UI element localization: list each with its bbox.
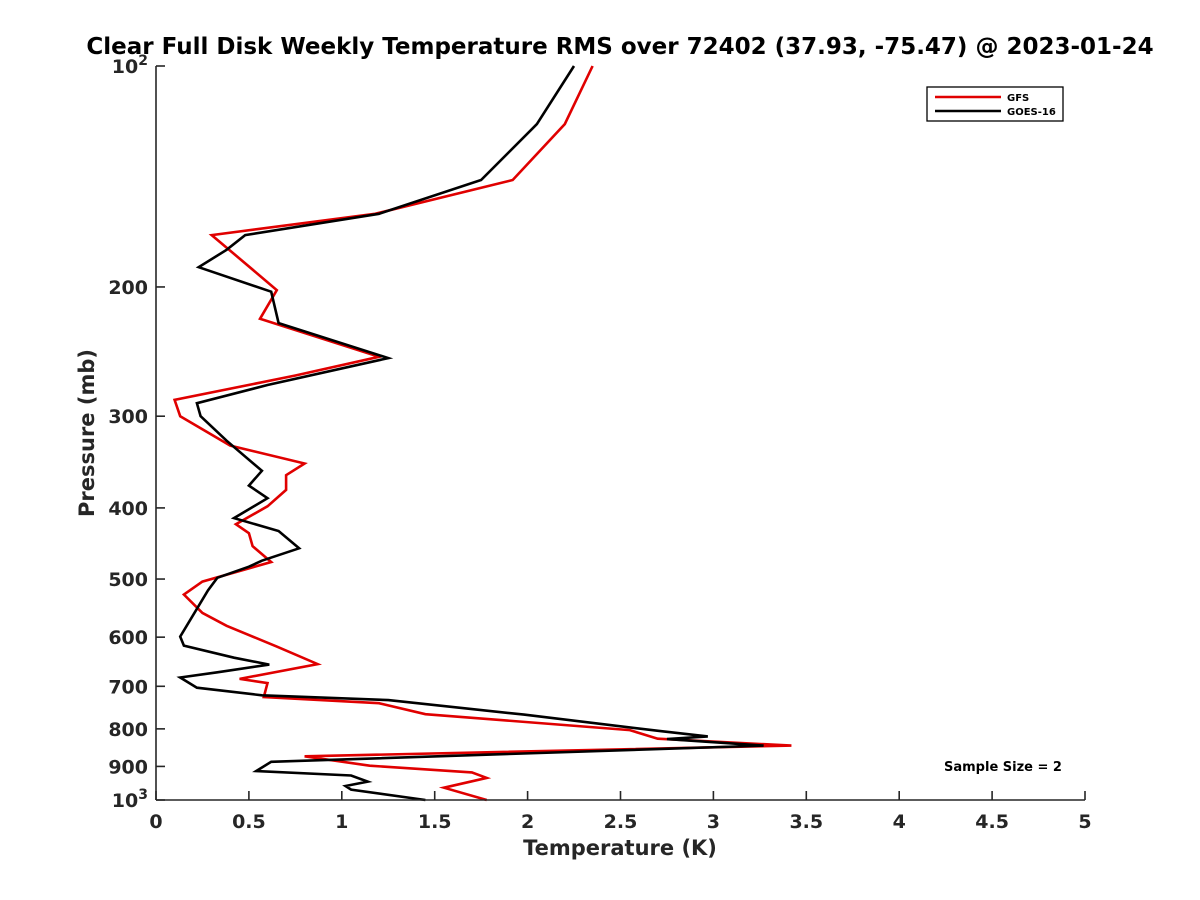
y-axis-label: Pressure (mb) <box>75 349 99 517</box>
y-tick-label: 900 <box>108 756 148 778</box>
y-tick-label: 600 <box>108 627 148 649</box>
x-tick-label: 1 <box>335 811 348 833</box>
y-tick-label: 103 <box>112 787 148 812</box>
legend-label: GOES-16 <box>1007 107 1056 118</box>
chart-title: Clear Full Disk Weekly Temperature RMS o… <box>86 34 1153 60</box>
y-tick-label: 300 <box>108 406 148 428</box>
x-axis-label: Temperature (K) <box>523 836 717 860</box>
plot-area <box>172 65 792 802</box>
x-tick-label: 0 <box>149 811 162 833</box>
x-tick-label: 1.5 <box>418 811 452 833</box>
x-tick-label: 4.5 <box>975 811 1009 833</box>
sample-size-annotation: Sample Size = 2 <box>944 760 1062 775</box>
x-tick-label: 2 <box>521 811 534 833</box>
x-tick-label: 3.5 <box>789 811 823 833</box>
legend-box <box>926 86 1064 122</box>
x-tick-label: 4 <box>893 811 906 833</box>
series-line-gfs <box>172 65 792 802</box>
series-line-goes-16 <box>176 65 764 802</box>
x-tick-label: 5 <box>1078 811 1091 833</box>
legend-label: GFS <box>1007 93 1029 104</box>
x-tick-label: 2.5 <box>604 811 638 833</box>
axes: 0 0.5 1 1.5 2 2.5 3 3.5 4 4.5 5 102 200 300 400 500 600 7… <box>108 53 1091 833</box>
y-tick-label: 800 <box>108 719 148 741</box>
y-tick-label: 500 <box>108 569 148 591</box>
x-tick-label: 3 <box>707 811 720 833</box>
y-tick-label: 200 <box>108 277 148 299</box>
x-tick-label: 0.5 <box>232 811 266 833</box>
y-tick-label: 102 <box>112 53 148 78</box>
y-tick-label: 700 <box>108 676 148 698</box>
legend: GFS GOES-16 <box>926 86 1064 122</box>
y-tick-label: 400 <box>108 498 148 520</box>
